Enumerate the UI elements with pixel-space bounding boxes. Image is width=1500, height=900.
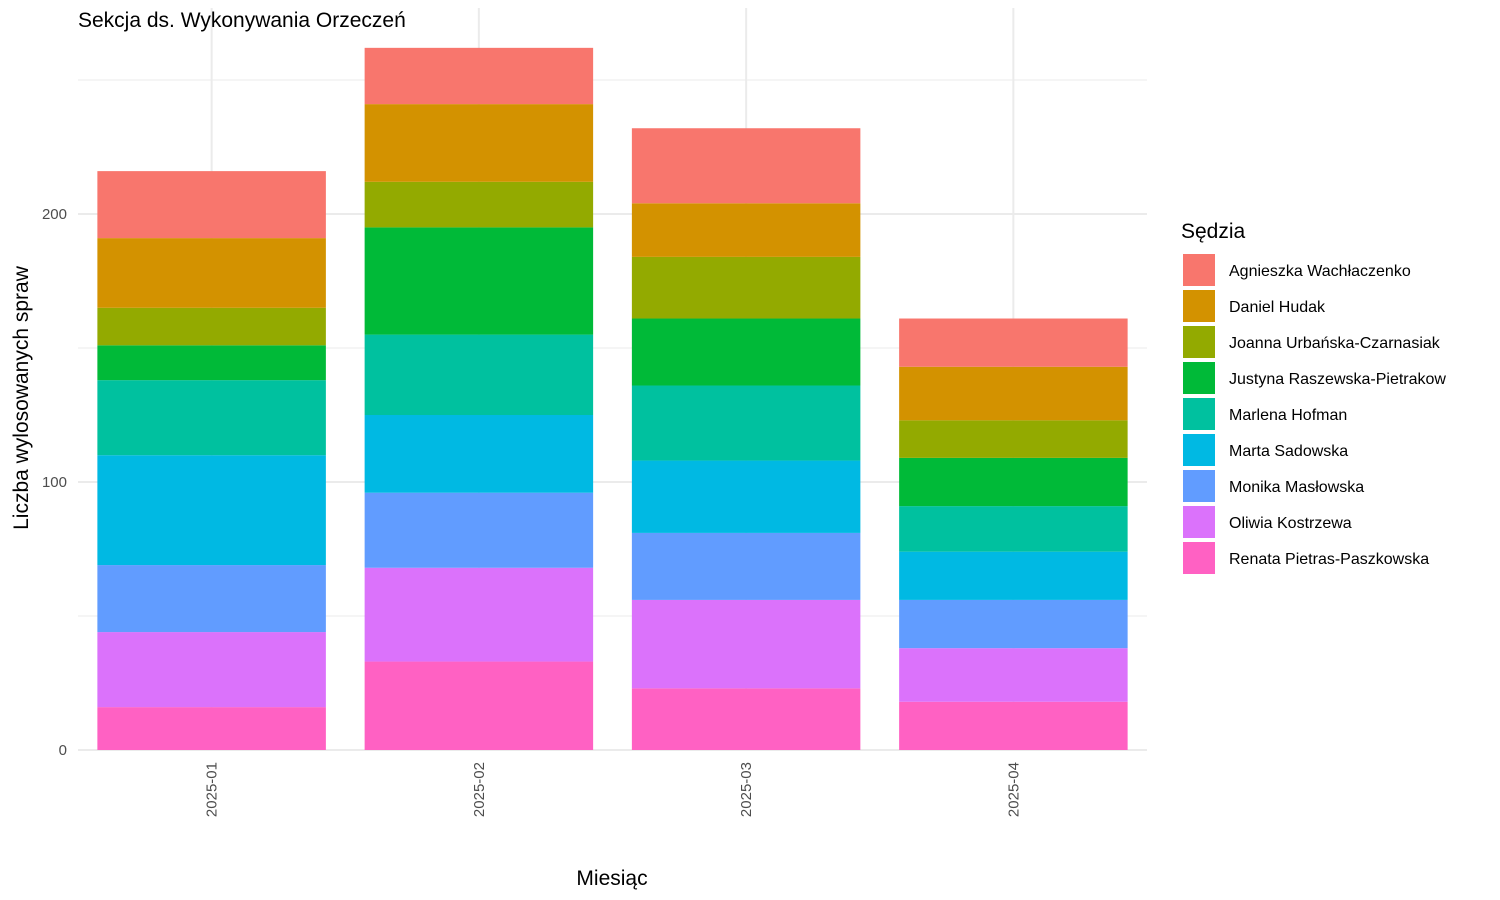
bar-segment: [364, 47, 594, 105]
bar-segment: [899, 551, 1128, 600]
bar-segment: [899, 599, 1128, 649]
bar-segment: [631, 532, 861, 600]
x-tick-label: 2025-02: [471, 762, 488, 817]
bar-segment: [97, 707, 326, 750]
bar-segment: [631, 128, 861, 204]
bar-segment: [364, 334, 594, 415]
legend-swatch: [1183, 290, 1215, 322]
legend-swatch: [1183, 254, 1215, 286]
x-tick-label: 2025-03: [738, 762, 755, 817]
legend-label: Oliwia Kostrzewa: [1229, 515, 1352, 532]
legend-label: Daniel Hudak: [1229, 299, 1326, 316]
legend-label: Joanna Urbańska-Czarnasiak: [1229, 335, 1441, 352]
legend-swatch: [1183, 434, 1215, 466]
bar-segment: [631, 599, 861, 689]
legend-label: Marta Sadowska: [1229, 443, 1348, 460]
y-tick-label: 100: [42, 474, 67, 491]
y-axis-ticks: 0 100 200: [42, 206, 67, 759]
bar-segment: [97, 565, 326, 633]
x-tick-label: 2025-04: [1005, 762, 1022, 817]
bar-segment: [97, 345, 326, 381]
legend-items: Agnieszka Wachłaczenko Daniel Hudak Joanna…: [1183, 254, 1446, 574]
legend-swatch: [1183, 362, 1215, 394]
legend-title: Sędzia: [1181, 220, 1246, 243]
y-tick-label: 200: [42, 206, 67, 223]
legend-label: Marlena Hofman: [1229, 407, 1347, 424]
bar-segment: [364, 492, 594, 568]
legend-label: Renata Pietras-Paszkowska: [1229, 551, 1429, 568]
bar-segment: [364, 567, 594, 662]
legend-label: Justyna Raszewska-Pietrakow: [1229, 371, 1446, 388]
bar-segment: [899, 701, 1128, 750]
bar-segment: [899, 506, 1128, 552]
bar-segment: [899, 420, 1128, 458]
bar-segment: [631, 688, 861, 750]
x-tick-label: 2025-01: [204, 762, 221, 817]
legend-swatch: [1183, 326, 1215, 358]
bar-segment: [364, 661, 594, 750]
bar-segment: [899, 648, 1128, 702]
bar-segment: [364, 227, 594, 335]
x-axis-title: Miesiąc: [576, 867, 647, 890]
bar-segment: [899, 366, 1128, 421]
legend-label: Monika Masłowska: [1229, 479, 1364, 496]
legend-swatch: [1183, 398, 1215, 430]
bar-segment: [631, 203, 861, 257]
bar-segment: [97, 171, 326, 239]
y-tick-label: 0: [59, 742, 67, 759]
bar-segment: [364, 104, 594, 182]
bars: [97, 47, 1128, 750]
bar-segment: [97, 380, 326, 456]
bar-segment: [364, 415, 594, 493]
legend-swatch: [1183, 506, 1215, 538]
bar-segment: [97, 455, 326, 566]
legend-label: Agnieszka Wachłaczenko: [1229, 263, 1411, 280]
bar-segment: [97, 238, 326, 308]
bar-segment: [97, 632, 326, 708]
legend-swatch: [1183, 542, 1215, 574]
chart-title: Sekcja ds. Wykonywania Orzeczeń: [78, 9, 406, 32]
bar-segment: [631, 318, 861, 386]
y-axis-title: Liczba wylosowanych spraw: [10, 265, 33, 530]
bar-segment: [899, 457, 1128, 507]
bar-segment: [899, 318, 1128, 367]
legend-swatch: [1183, 470, 1215, 502]
bar-segment: [631, 256, 861, 319]
bar-segment: [97, 307, 326, 346]
bar-segment: [364, 181, 594, 228]
bar-segment: [631, 385, 861, 461]
legend: Sędzia Agnieszka Wachłaczenko Daniel Huda…: [1181, 220, 1446, 574]
bar-segment: [631, 460, 861, 533]
x-axis-ticks: 2025-01 2025-02 2025-03 2025-04: [204, 762, 1023, 817]
